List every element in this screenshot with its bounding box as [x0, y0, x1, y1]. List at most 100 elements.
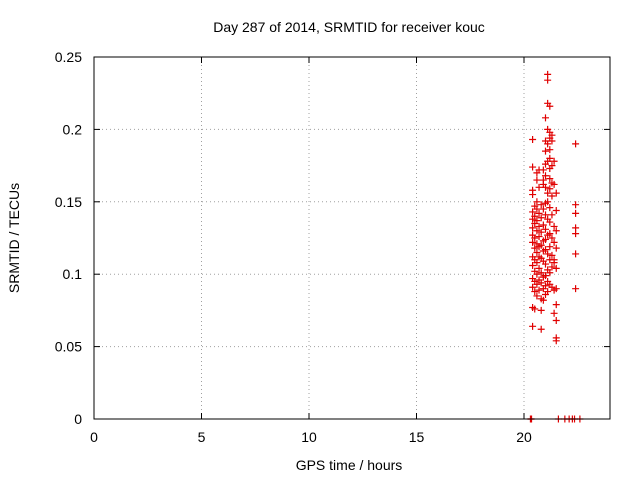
data-point	[544, 76, 552, 84]
data-point	[535, 183, 543, 191]
y-tick-label: 0.1	[63, 266, 83, 282]
data-point	[535, 233, 543, 241]
data-point	[550, 309, 558, 317]
data-point	[544, 250, 552, 258]
data-point	[529, 208, 537, 216]
data-point	[572, 230, 580, 238]
data-point	[552, 206, 560, 214]
data-point	[546, 154, 554, 162]
axis-ticks: 0 0.05 0.1 0.15 0.2 0.25 0 5 10 15 20	[55, 49, 610, 445]
x-tick-label: 20	[516, 429, 532, 445]
data-point	[539, 205, 547, 213]
data-point	[537, 214, 545, 222]
data-point	[539, 166, 547, 174]
data-point	[529, 224, 537, 232]
data-point	[533, 248, 541, 256]
x-tick-label: 15	[409, 429, 425, 445]
plot-frame	[93, 56, 611, 420]
data-points	[526, 70, 584, 423]
data-point	[537, 325, 545, 333]
data-point	[533, 176, 541, 184]
data-point	[542, 272, 549, 280]
data-point	[542, 211, 549, 219]
data-point	[542, 147, 549, 155]
data-point	[572, 140, 580, 148]
chart-title: Day 287 of 2014, SRMTID for receiver kou…	[213, 19, 485, 35]
data-point	[544, 140, 552, 148]
data-point	[548, 211, 556, 219]
data-point	[529, 238, 537, 246]
data-point	[533, 259, 541, 267]
data-point	[531, 244, 539, 252]
data-point	[572, 250, 580, 258]
data-point	[548, 234, 556, 242]
data-point	[537, 269, 545, 277]
data-point	[552, 264, 560, 272]
data-point	[539, 221, 547, 229]
data-point	[542, 183, 549, 191]
y-axis-label: SRMTID / TECUs	[6, 183, 22, 293]
data-point	[529, 163, 537, 171]
data-point	[552, 227, 560, 235]
data-point	[550, 259, 558, 267]
data-point	[542, 225, 549, 233]
data-point	[533, 270, 541, 278]
data-point	[533, 205, 541, 213]
data-point	[539, 296, 547, 304]
data-point	[548, 263, 556, 271]
data-point	[529, 283, 537, 291]
data-point	[546, 230, 554, 238]
data-point	[529, 136, 537, 144]
data-point	[542, 172, 549, 180]
data-point	[542, 246, 549, 254]
data-point	[544, 189, 552, 197]
data-point	[533, 198, 541, 206]
y-tick-label: 0.15	[55, 194, 82, 210]
data-point	[531, 288, 539, 296]
data-point	[546, 146, 554, 154]
x-tick-label: 10	[301, 429, 317, 445]
data-point	[537, 241, 545, 249]
data-point	[537, 279, 545, 287]
data-point	[548, 137, 556, 145]
data-point	[529, 262, 537, 270]
x-tick-label: 0	[90, 429, 98, 445]
data-point	[542, 260, 549, 268]
data-point	[572, 209, 580, 217]
data-point	[550, 180, 558, 188]
data-point	[546, 102, 554, 110]
data-point	[546, 269, 554, 277]
data-point	[537, 306, 545, 314]
y-tick-label: 0.25	[55, 49, 82, 65]
data-point	[537, 201, 545, 209]
data-point	[529, 191, 537, 199]
data-point	[552, 337, 560, 345]
data-point	[546, 218, 554, 226]
data-point	[542, 235, 549, 243]
data-point	[535, 286, 543, 294]
x-axis-label: GPS time / hours	[296, 457, 403, 473]
data-point	[544, 288, 552, 296]
data-point	[550, 222, 558, 230]
y-tick-label: 0	[74, 411, 82, 427]
data-point	[546, 175, 554, 183]
data-point	[542, 282, 549, 290]
data-point	[533, 280, 541, 288]
grid	[94, 57, 610, 419]
data-point	[550, 157, 558, 165]
data-point	[552, 244, 560, 252]
data-point	[572, 201, 580, 209]
data-point	[542, 114, 549, 122]
data-point	[572, 285, 580, 293]
data-point	[548, 251, 556, 259]
data-point	[529, 322, 537, 330]
y-tick-label: 0.2	[63, 121, 83, 137]
data-point	[552, 189, 560, 197]
data-point	[548, 192, 556, 200]
data-point	[533, 217, 541, 225]
data-point	[531, 212, 539, 220]
data-point	[552, 301, 560, 309]
data-point	[544, 198, 552, 206]
data-point	[535, 264, 543, 272]
